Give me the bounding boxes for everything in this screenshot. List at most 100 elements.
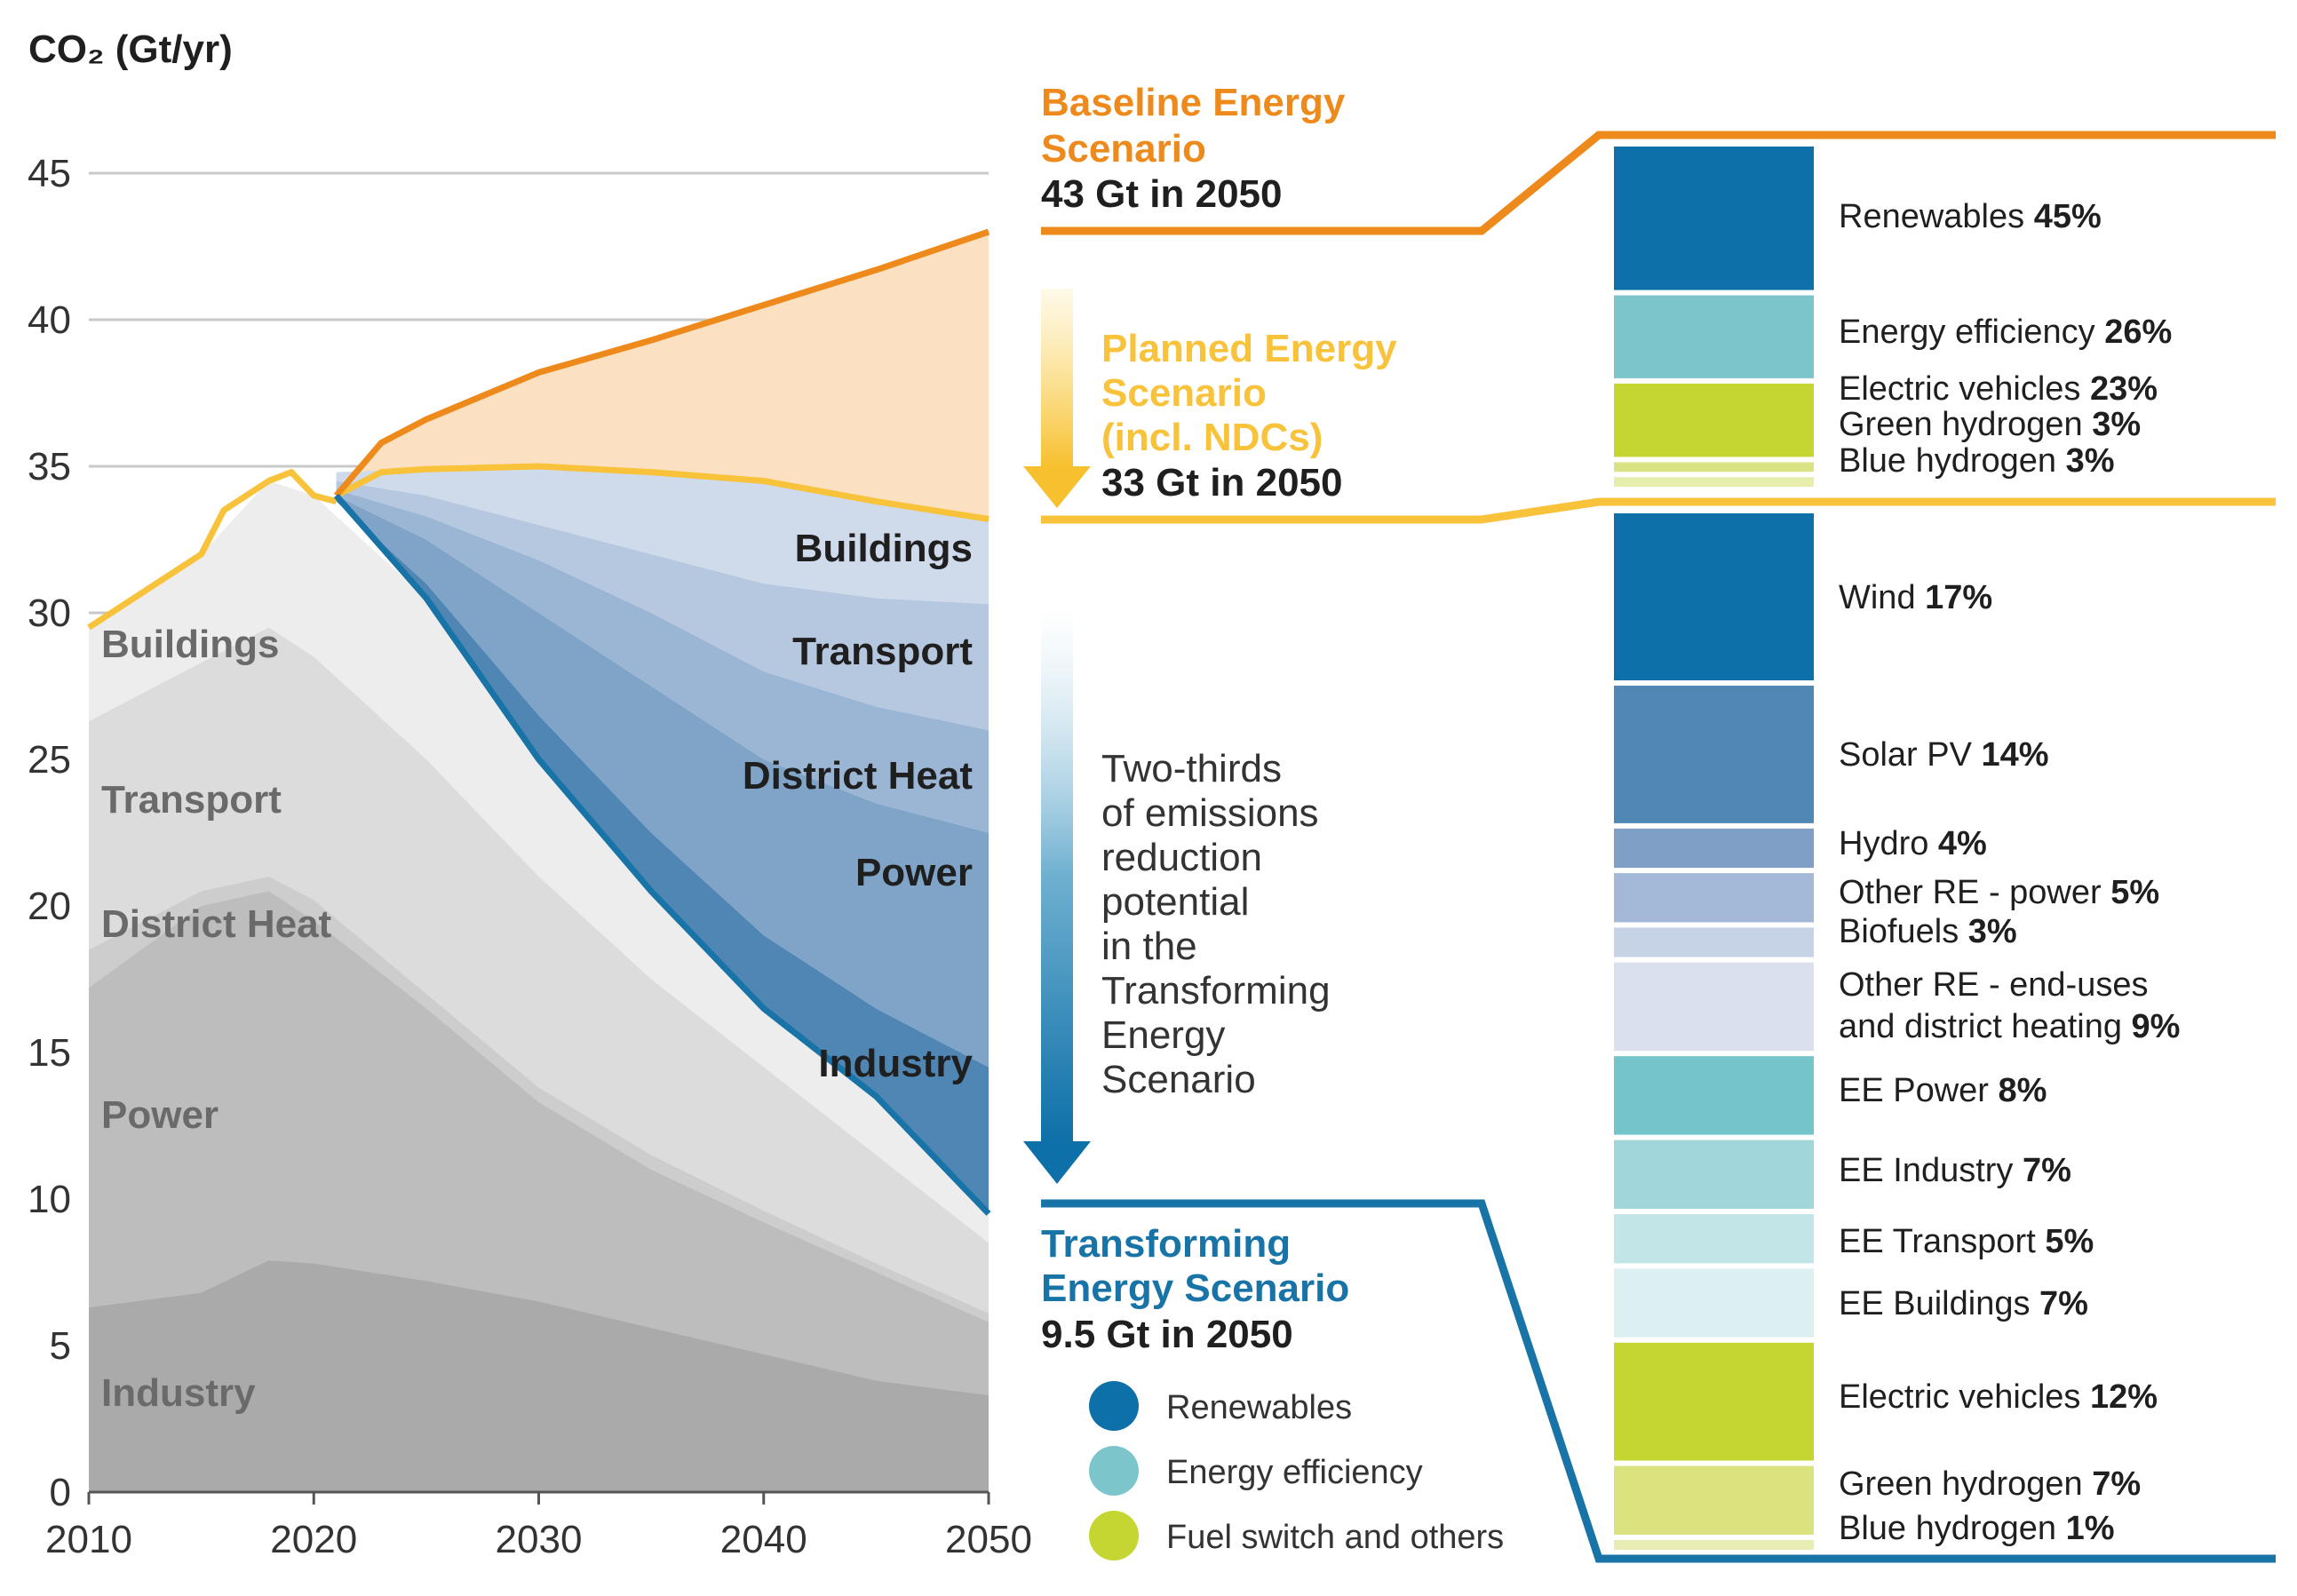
- wedge-buildings: [336, 466, 989, 605]
- blue-label-transport: Transport: [792, 630, 973, 673]
- bar-segment-hydro: [1614, 828, 1814, 869]
- area-layers: [89, 232, 989, 1492]
- historical-line: [87, 469, 338, 631]
- bar-label-lower-bar: EE Power 8%: [1839, 1072, 2047, 1109]
- legend-swatch-energy-efficiency: [1089, 1446, 1139, 1496]
- area-industry-grey: [89, 1260, 989, 1492]
- baseline-excess-area: [336, 232, 989, 520]
- wedge-district-heat: [336, 489, 989, 833]
- bar-segment-blue-hydrogen: [1614, 477, 1814, 487]
- y-tick-label: 30: [28, 592, 71, 635]
- bar-label-lower-bar: EE Industry 7%: [1839, 1152, 2071, 1189]
- x-tick-label: 2010: [45, 1518, 132, 1561]
- planned-value: 33 Gt in 2050: [1101, 461, 1342, 504]
- blue-label-power: Power: [855, 851, 973, 894]
- bar-label-lower-bar: Green hydrogen 7%: [1839, 1465, 2141, 1503]
- planned-title-2: Scenario: [1101, 371, 1267, 415]
- note-line: potential: [1101, 880, 1249, 924]
- planned-reduction-arrow: [1023, 289, 1091, 508]
- y-tick-label: 15: [28, 1031, 71, 1075]
- y-axis-title: CO₂ (Gt/yr): [28, 28, 233, 71]
- reduction-note: Two-thirds of emissions reduction potent…: [1101, 747, 1331, 1101]
- transforming-line: [333, 493, 991, 1216]
- blue-label-buildings: Buildings: [795, 527, 973, 570]
- bar-segment-green-hydrogen: [1614, 462, 1814, 472]
- bar-segment-ee-transport: [1614, 1214, 1814, 1264]
- note-line: Scenario: [1101, 1058, 1256, 1101]
- baseline-connector-line: [1041, 131, 2276, 235]
- scenario-lines: [87, 228, 991, 1494]
- y-tick-label: 35: [28, 445, 71, 488]
- y-tick-label: 25: [28, 738, 71, 782]
- x-tick-label: 2030: [496, 1518, 583, 1561]
- note-line: reduction: [1101, 836, 1262, 879]
- bar-segment-renewables: [1614, 147, 1814, 290]
- bar-label-lower-bar: Blue hydrogen 1%: [1839, 1510, 2115, 1547]
- bar-label-lower-bar: Biofuels 3%: [1839, 913, 2017, 950]
- planned-title-3: (incl. NDCs): [1101, 416, 1323, 459]
- wedge-power: [336, 496, 989, 1068]
- transforming-title-2: Energy Scenario: [1041, 1266, 1349, 1310]
- wedge-transport: [336, 480, 989, 730]
- bar-segment-biofuels: [1614, 927, 1814, 957]
- transforming-value: 9.5 Gt in 2050: [1041, 1313, 1293, 1356]
- y-tick-label: 10: [28, 1178, 71, 1221]
- note-line: in the: [1101, 925, 1197, 968]
- baseline-line: [333, 228, 990, 498]
- bar-segment-other-re-power: [1614, 873, 1814, 923]
- legend-label-energy-efficiency: Energy efficiency: [1166, 1454, 1423, 1491]
- bar-label-lower-bar: Wind 17%: [1839, 579, 1992, 616]
- bar-segment-electric-vehicles: [1614, 383, 1814, 457]
- planned-connector-line: [1041, 497, 2276, 524]
- bar-label-lower-bar: EE Buildings 7%: [1839, 1285, 2088, 1322]
- legend: Renewables Energy efficiency Fuel switch…: [1089, 1381, 1504, 1560]
- bar-segment-green-hydrogen: [1614, 1465, 1814, 1535]
- planned-title-1: Planned Energy: [1101, 327, 1397, 370]
- note-line: Transforming: [1101, 969, 1331, 1012]
- bar-label-upper-bar: Blue hydrogen 3%: [1839, 442, 2115, 480]
- bar-label-upper-bar: Electric vehicles 23%: [1839, 370, 2158, 408]
- bar-segment-blue-hydrogen: [1614, 1539, 1814, 1550]
- axis-ticks: 0 5 10 15 20 25 30 35 40 45 2010 2020 2030 2040 2050: [28, 152, 1032, 1561]
- upper-breakdown-bar: Renewables 45% Energy efficiency 26% Elect…: [1614, 147, 2172, 487]
- y-tick-label: 40: [28, 298, 71, 342]
- bar-label-lower-bar: Solar PV 14%: [1839, 736, 2049, 774]
- grey-label-industry: Industry: [101, 1371, 256, 1415]
- transforming-title-1: Transforming: [1041, 1222, 1291, 1266]
- bar-label-upper-bar: Green hydrogen 3%: [1839, 406, 2141, 443]
- grey-label-buildings: Buildings: [101, 623, 279, 666]
- y-tick-label: 45: [28, 152, 71, 195]
- bar-segment-ee-power: [1614, 1056, 1814, 1135]
- bar-label-lower-bar: EE Transport 5%: [1839, 1223, 2094, 1260]
- note-line: Two-thirds: [1101, 747, 1282, 790]
- x-tick-label: 2020: [270, 1518, 357, 1561]
- bar-segment-electric-vehicles: [1614, 1342, 1814, 1461]
- y-tick-label: 5: [50, 1324, 71, 1368]
- bar-label-lower-bar: Electric vehicles 12%: [1839, 1378, 2158, 1416]
- wedge-industry: [336, 496, 989, 1214]
- legend-label-renewables: Renewables: [1166, 1389, 1352, 1426]
- baseline-title-1: Baseline Energy: [1041, 81, 1346, 124]
- x-tick-label: 2040: [720, 1518, 807, 1561]
- grey-label-district-heat: District Heat: [101, 902, 332, 946]
- baseline-title-2: Scenario: [1041, 127, 1206, 171]
- bar-label-upper-bar: Energy efficiency 26%: [1839, 314, 2172, 351]
- legend-swatch-fuel-switch: [1089, 1511, 1139, 1560]
- bar-label-lower-bar: Hydro 4%: [1839, 825, 1987, 862]
- legend-label-fuel-switch: Fuel switch and others: [1166, 1519, 1504, 1556]
- x-tick-label: 2050: [945, 1518, 1032, 1561]
- lower-breakdown-bar: Wind 17% Solar PV 14% Hydro 4% Other RE - p…: [1614, 513, 2180, 1550]
- bar-segment-ee-buildings: [1614, 1268, 1814, 1338]
- bar-segment-energy-efficiency: [1614, 295, 1814, 378]
- transforming-reduction-arrow: [1023, 608, 1091, 1184]
- bar-label-lower-bar: and district heating 9%: [1839, 1008, 2180, 1045]
- legend-swatch-renewables: [1089, 1381, 1139, 1431]
- bar-label-lower-bar: Other RE - power 5%: [1839, 874, 2159, 911]
- bar-segment-wind: [1614, 513, 1814, 681]
- bar-segment-solar-pv: [1614, 686, 1814, 823]
- bar-label-lower-bar: Other RE - end-uses: [1839, 966, 2148, 1004]
- planned-line: [334, 463, 990, 522]
- note-line: Energy: [1101, 1013, 1225, 1057]
- y-tick-label: 0: [50, 1471, 71, 1514]
